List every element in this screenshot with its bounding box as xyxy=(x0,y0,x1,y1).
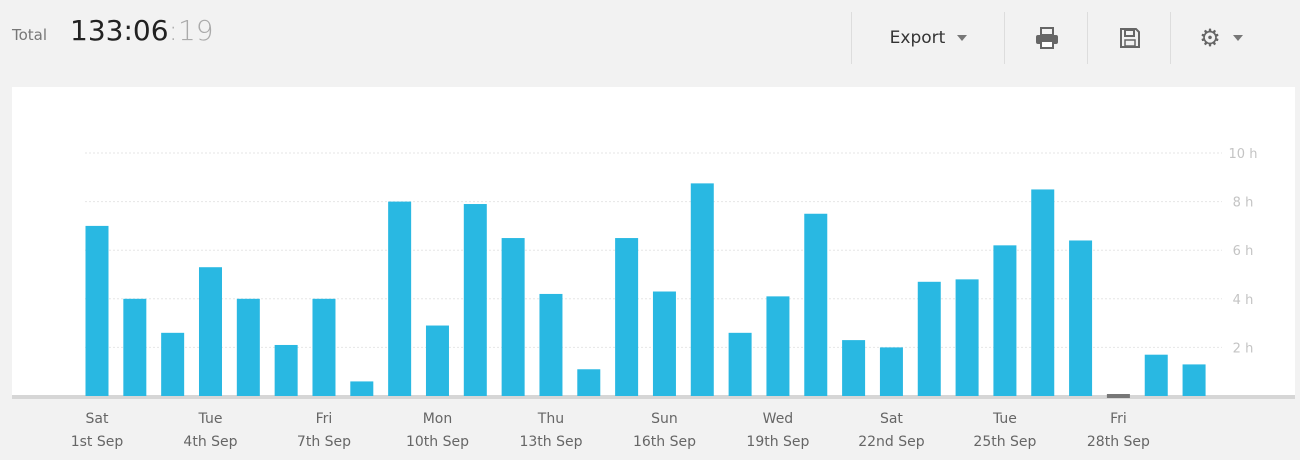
x-tick-day: Fri xyxy=(1110,411,1127,427)
bar xyxy=(274,344,298,396)
x-tick-date: 25th Sep xyxy=(973,434,1036,450)
bar xyxy=(766,296,790,396)
x-tick-day: Tue xyxy=(992,411,1017,427)
bar xyxy=(501,238,525,396)
chevron-down-icon xyxy=(957,35,968,41)
x-tick-day: Fri xyxy=(316,411,333,427)
x-tick-date: 16th Sep xyxy=(633,434,696,450)
bar xyxy=(615,238,639,396)
bar xyxy=(652,291,676,396)
bar xyxy=(161,332,185,396)
total-duration: 133:06:19 xyxy=(70,14,214,47)
bar xyxy=(123,298,147,396)
x-axis-baseline xyxy=(12,395,1295,399)
bar xyxy=(804,213,828,396)
bar xyxy=(842,340,866,396)
print-button[interactable] xyxy=(1004,12,1088,64)
x-tick-day: Sat xyxy=(86,411,109,427)
print-icon xyxy=(1035,27,1058,49)
bar xyxy=(1182,364,1206,396)
bar xyxy=(879,347,903,396)
bar xyxy=(917,281,941,396)
chevron-down-icon xyxy=(1232,35,1243,41)
bar xyxy=(1031,189,1055,396)
x-tick-date: 28th Sep xyxy=(1087,434,1150,450)
bar xyxy=(350,381,374,396)
bar xyxy=(539,293,563,396)
bar xyxy=(425,325,449,396)
bar xyxy=(1106,394,1130,398)
x-tick-date: 22nd Sep xyxy=(858,434,925,450)
bar xyxy=(577,369,601,396)
bar xyxy=(85,225,109,396)
bar xyxy=(463,204,487,396)
total-label: Total xyxy=(12,26,48,44)
bar xyxy=(198,267,222,396)
bar xyxy=(312,298,336,396)
x-tick-date: 1st Sep xyxy=(71,434,124,450)
x-tick-day: Wed xyxy=(763,411,794,427)
export-label: Export xyxy=(889,28,946,48)
x-tick-day: Mon xyxy=(423,411,453,427)
bar xyxy=(388,201,412,396)
y-tick-label: 4 h xyxy=(1233,293,1254,308)
save-button[interactable] xyxy=(1087,12,1171,64)
x-tick-date: 13th Sep xyxy=(519,434,582,450)
export-button[interactable]: Export xyxy=(851,12,1005,64)
y-tick-label: 2 h xyxy=(1233,341,1254,356)
settings-button[interactable]: ⚙ xyxy=(1170,12,1271,64)
y-tick-label: 10 h xyxy=(1229,147,1258,162)
x-tick-date: 4th Sep xyxy=(183,434,237,450)
bar xyxy=(1069,240,1093,396)
bar xyxy=(728,332,752,396)
save-icon xyxy=(1119,28,1140,48)
x-tick-date: 7th Sep xyxy=(297,434,351,450)
y-tick-label: 8 h xyxy=(1233,196,1254,211)
total-hours-minutes: 133:06 xyxy=(70,14,169,47)
bar xyxy=(236,298,260,396)
bar xyxy=(1144,354,1168,396)
bar xyxy=(690,183,714,396)
x-tick-date: 10th Sep xyxy=(406,434,469,450)
x-tick-day: Sat xyxy=(880,411,903,427)
x-tick-day: Tue xyxy=(198,411,223,427)
total-seconds: :19 xyxy=(168,14,214,47)
gear-icon: ⚙ xyxy=(1199,24,1221,52)
bar xyxy=(993,245,1017,396)
x-tick-day: Sun xyxy=(651,411,678,427)
x-tick-date: 19th Sep xyxy=(746,434,809,450)
y-tick-label: 6 h xyxy=(1233,244,1254,259)
bar xyxy=(955,279,979,396)
x-tick-day: Thu xyxy=(537,411,564,427)
